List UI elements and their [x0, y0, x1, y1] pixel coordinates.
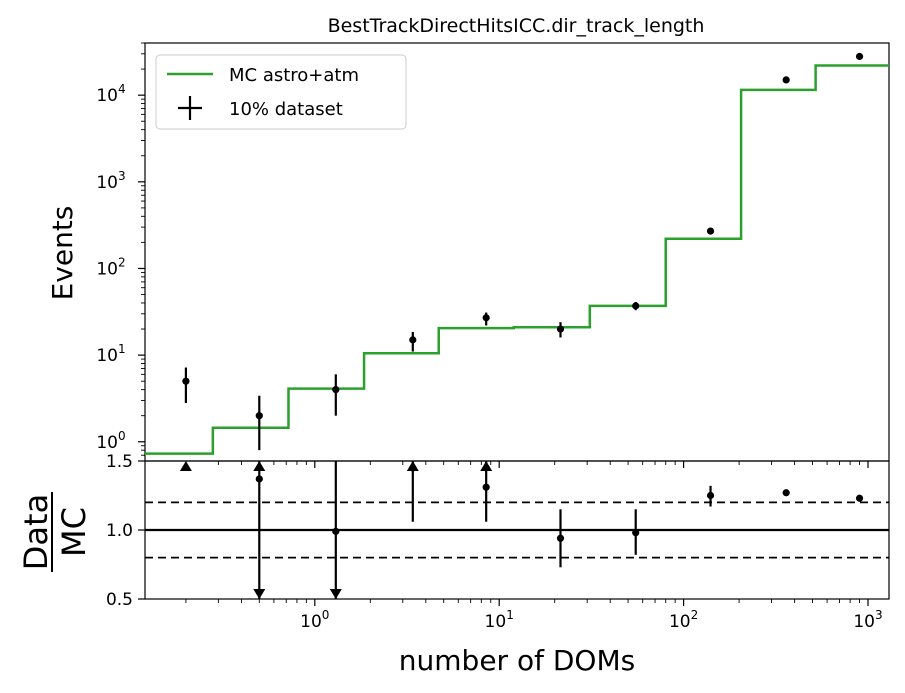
- ratio-x-tick-label: 100: [300, 608, 329, 632]
- ratio-reference-lines: [145, 501, 889, 559]
- main-y-tick-label: 102: [96, 255, 125, 279]
- ratio-y-tick-label: 0.5: [106, 590, 133, 610]
- ratio-x-tick-label: 102: [669, 608, 698, 632]
- data-point: [182, 377, 190, 385]
- data-point: [632, 302, 640, 310]
- mc-step-line: [145, 64, 889, 455]
- legend-mc-label: MC astro+atm: [229, 65, 359, 86]
- data-point: [409, 336, 417, 344]
- ratio-point: [706, 491, 715, 500]
- legend: MC astro+atm 10% dataset: [155, 54, 407, 130]
- ratio-y-tick-label: 1.5: [106, 452, 133, 472]
- main-y-axis-label: Events: [46, 206, 79, 301]
- legend-data-label: 10% dataset: [229, 99, 343, 120]
- ratio-arrow-down: [329, 589, 342, 599]
- main-y-tick-label: 101: [96, 342, 125, 366]
- main-minor-ticks: [141, 42, 861, 465]
- main-ticks: 100 101 102 103 104: [96, 82, 869, 468]
- main-panel: 100 101 102 103 104 Events: [46, 42, 890, 468]
- main-y-tick-label: 104: [96, 82, 125, 106]
- ratio-arrow-up: [253, 461, 266, 471]
- data-point: [782, 76, 790, 84]
- ratio-y-axis-label: Data MC: [17, 492, 93, 572]
- ratio-point: [482, 483, 490, 491]
- ratio-point: [855, 494, 864, 502]
- data-point: [482, 314, 490, 322]
- ratio-y-label-denominator: MC: [55, 507, 93, 557]
- ratio-arrow-down: [253, 589, 266, 599]
- ratio-y-label-numerator: Data: [17, 494, 55, 570]
- ratio-point: [782, 489, 790, 497]
- ratio-x-tick-label: 103: [853, 608, 882, 632]
- ratio-point: [332, 527, 340, 535]
- ratio-minor-ticks: [185, 599, 861, 603]
- main-series: [145, 52, 889, 455]
- legend-box: [155, 54, 407, 130]
- ratio-point: [255, 475, 263, 483]
- ratio-panel: 100 101 102 103 0.5 1.0 1.5 Data MC: [17, 452, 890, 632]
- data-point: [556, 325, 565, 333]
- ratio-ticks: 100 101 102 103 0.5 1.0 1.5: [106, 452, 883, 632]
- data-point: [855, 52, 864, 61]
- main-y-tick-label: 103: [96, 169, 125, 193]
- ratio-arrow-up: [480, 461, 493, 471]
- ratio-point: [409, 464, 417, 472]
- main-y-tick-label: 100: [96, 429, 125, 453]
- ratio-series: [179, 461, 864, 599]
- ratio-y-tick-label: 1.0: [106, 521, 133, 541]
- ratio-arrow-up: [179, 461, 192, 471]
- ratio-x-tick-label: 101: [485, 608, 514, 632]
- x-axis-label: number of DOMs: [399, 644, 635, 677]
- ratio-point: [556, 534, 565, 542]
- data-point: [255, 412, 263, 420]
- data-point: [332, 386, 340, 394]
- ratio-point: [632, 529, 640, 537]
- chart-title: BestTrackDirectHitsICC.dir_track_length: [328, 15, 705, 37]
- data-point: [706, 227, 715, 235]
